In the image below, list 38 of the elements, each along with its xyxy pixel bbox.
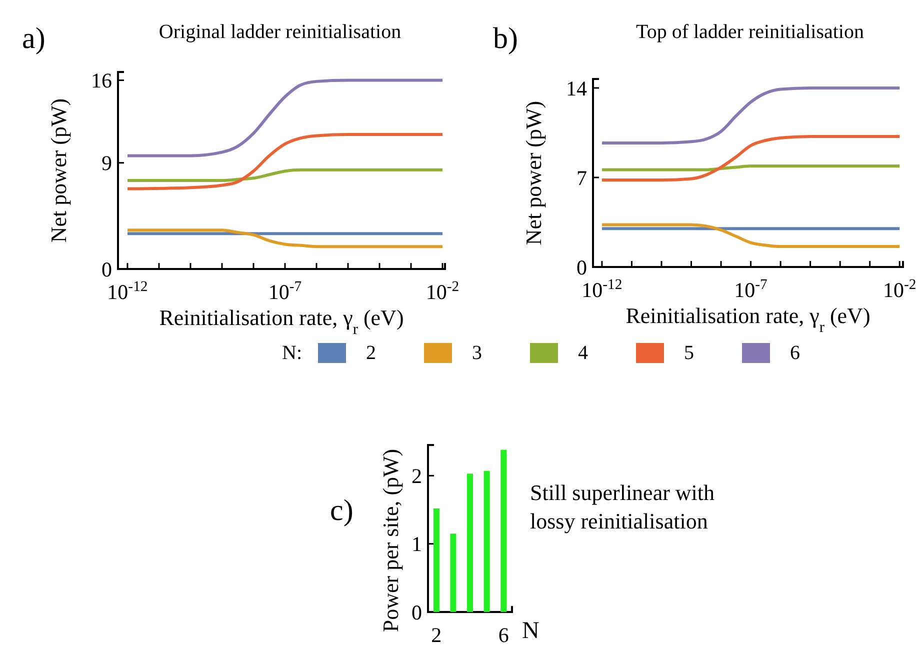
y-tick-label: 14	[566, 76, 588, 100]
y-tick-label: 1	[412, 532, 422, 556]
legend-title: N:	[282, 342, 302, 364]
x-tick-label: 10$^{-2}$	[426, 279, 460, 304]
x-tick-label: 10$^{-7}$	[268, 279, 302, 304]
y-axis-title: Net power (pW)	[521, 100, 546, 246]
bar	[500, 450, 507, 612]
y-tick-label: 0	[576, 255, 587, 280]
y-tick-label: 16	[91, 68, 112, 93]
bar	[433, 508, 440, 612]
text: a)	[22, 22, 46, 55]
bar	[467, 474, 473, 612]
chart-title: Top of ladder reinitialisation	[636, 21, 864, 43]
legend-label: 4	[578, 342, 588, 364]
legend-label: 6	[790, 342, 800, 364]
chart-title: Original ladder reinitialisation	[158, 21, 402, 43]
bar	[450, 534, 456, 612]
legend-label: 2	[366, 342, 376, 364]
legend-label: 3	[472, 342, 482, 364]
x-tick-label: 10$^{-12}$	[582, 277, 622, 302]
x-axis-title: Reinitialisation rate, γ$_{r}$ (eV)	[626, 303, 870, 336]
y-tick-label: 9	[102, 151, 112, 176]
x-tick-label: 10$^{-2}$	[882, 277, 916, 302]
x-tick-label: 10$^{-7}$	[734, 277, 768, 302]
y-axis-title: Power per site, (pW)	[378, 448, 403, 632]
y-axis-title: Net power (pW)	[46, 98, 71, 243]
y-tick-label: 2	[412, 464, 422, 488]
x-axis-title: Reinitialisation rate, γ$_{r}$ (eV)	[159, 305, 404, 338]
x-axis-title: N	[522, 618, 540, 644]
text: b)	[493, 22, 518, 55]
text: Still superlinear with lossy reinitialisation	[530, 480, 715, 534]
x-tick-label: 10$^{-12}$	[107, 279, 148, 304]
legend-label: 5	[684, 342, 694, 364]
y-tick-label: 0	[412, 600, 422, 624]
y-tick-label: 0	[102, 257, 112, 282]
y-tick-label: 7	[576, 166, 587, 190]
text: c)	[330, 494, 354, 527]
bar	[484, 470, 490, 612]
